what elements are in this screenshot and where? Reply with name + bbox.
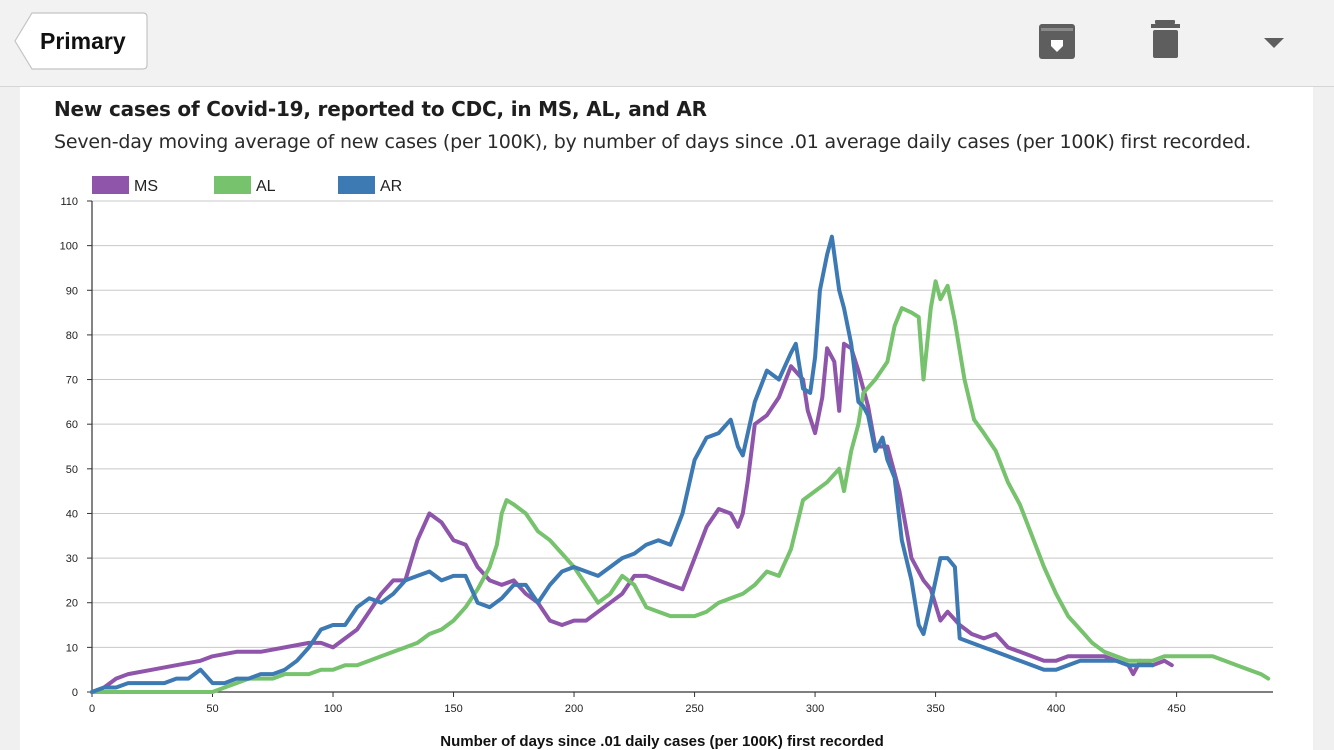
- y-tick-label: 60: [66, 419, 78, 431]
- y-tick-label: 70: [66, 375, 78, 387]
- x-tick-label: 450: [1167, 703, 1185, 715]
- y-tick-label: 110: [60, 196, 78, 208]
- series-line-ms: [90, 341, 1174, 694]
- y-tick-label: 90: [66, 285, 78, 297]
- legend-label-ms: MS: [134, 178, 158, 195]
- x-axis-label: Number of days since .01 daily cases (pe…: [440, 733, 884, 750]
- y-tick-label: 50: [66, 464, 78, 476]
- back-button[interactable]: Primary: [14, 12, 148, 70]
- x-tick-label: 0: [89, 703, 95, 715]
- chart-subtitle: Seven-day moving average of new cases (p…: [54, 131, 1252, 153]
- y-tick-label: 30: [66, 553, 78, 565]
- series-line-ar: [90, 234, 1155, 694]
- back-button-label: Primary: [40, 28, 126, 54]
- series-line-al: [90, 279, 1271, 694]
- legend-swatch-ar: [338, 176, 375, 194]
- legend-label-ar: AR: [380, 178, 402, 195]
- dropdown-caret-icon[interactable]: [1262, 36, 1286, 55]
- toolbar: Primary: [0, 0, 1334, 87]
- x-tick-label: 150: [444, 703, 462, 715]
- y-tick-label: 40: [66, 508, 78, 520]
- x-tick-label: 200: [565, 703, 583, 715]
- x-tick-label: 50: [206, 703, 218, 715]
- x-tick-label: 300: [806, 703, 824, 715]
- y-tick-label: 10: [66, 642, 78, 654]
- legend-swatch-al: [214, 176, 251, 194]
- y-tick-label: 20: [66, 598, 78, 610]
- y-tick-label: 100: [60, 241, 78, 253]
- y-tick-label: 80: [66, 330, 78, 342]
- legend-label-al: AL: [256, 178, 276, 195]
- x-tick-label: 100: [324, 703, 342, 715]
- trash-icon[interactable]: [1150, 20, 1182, 67]
- back-button-shape: [14, 12, 148, 70]
- legend-swatch-ms: [92, 176, 129, 194]
- archive-icon[interactable]: [1038, 20, 1078, 67]
- y-tick-label: 0: [72, 687, 78, 699]
- x-tick-label: 250: [685, 703, 703, 715]
- x-tick-label: 400: [1047, 703, 1065, 715]
- chart-title: New cases of Covid-19, reported to CDC, …: [54, 97, 707, 121]
- chart-card: [20, 87, 1313, 750]
- x-tick-label: 350: [926, 703, 944, 715]
